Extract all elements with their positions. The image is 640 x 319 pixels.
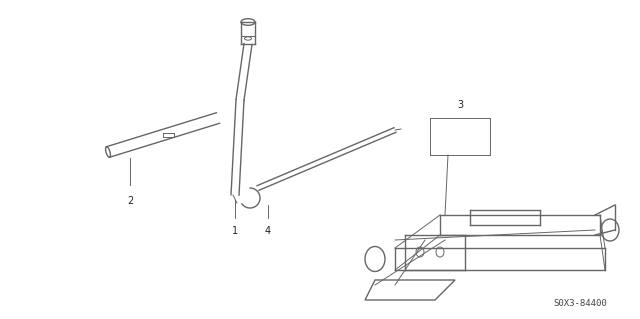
Text: 1: 1 bbox=[232, 226, 238, 236]
Text: S0X3-84400: S0X3-84400 bbox=[553, 299, 607, 308]
Text: 3: 3 bbox=[457, 100, 463, 110]
Text: 2: 2 bbox=[127, 196, 133, 206]
Text: 4: 4 bbox=[265, 226, 271, 236]
